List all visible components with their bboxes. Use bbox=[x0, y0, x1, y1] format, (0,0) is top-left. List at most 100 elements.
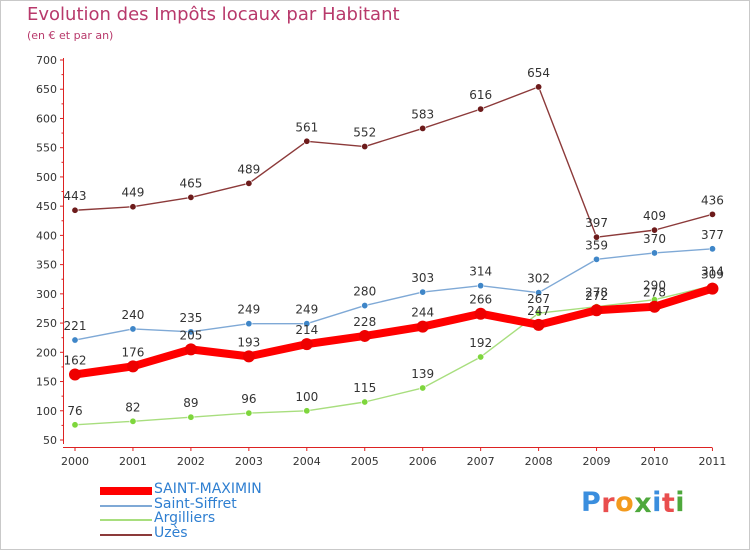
data-point bbox=[708, 245, 716, 253]
series-line bbox=[71, 284, 717, 379]
chart-subtitle: (en € et par an) bbox=[27, 29, 114, 42]
data-point bbox=[419, 288, 427, 296]
data-point bbox=[593, 255, 601, 263]
data-point bbox=[71, 336, 79, 344]
data-label: 552 bbox=[353, 126, 376, 140]
legend-label: Argilliers bbox=[154, 510, 216, 526]
data-point bbox=[71, 206, 79, 214]
series-line bbox=[74, 86, 714, 238]
x-tick-label: 2005 bbox=[351, 455, 379, 468]
x-tick-label: 2009 bbox=[583, 455, 611, 468]
series-line bbox=[74, 284, 714, 426]
data-label: 205 bbox=[179, 328, 202, 342]
chart-title: Evolution des Impôts locaux par Habitant bbox=[27, 4, 400, 25]
y-tick-label: 400 bbox=[36, 229, 57, 242]
data-point bbox=[300, 338, 313, 351]
data-point bbox=[187, 193, 195, 201]
legend-item: Argilliers bbox=[100, 510, 360, 528]
data-label: 115 bbox=[353, 381, 376, 395]
data-label: 249 bbox=[237, 303, 260, 317]
data-point bbox=[187, 328, 195, 336]
data-point bbox=[706, 282, 719, 295]
proxiti-logo: Proxiti bbox=[581, 487, 686, 519]
data-point bbox=[187, 413, 195, 421]
data-label: 221 bbox=[64, 319, 87, 333]
data-label: 139 bbox=[411, 367, 434, 381]
data-label: 267 bbox=[527, 292, 550, 306]
y-tick-label: 300 bbox=[36, 288, 57, 301]
x-tick-label: 2006 bbox=[409, 455, 437, 468]
data-label: 314 bbox=[469, 265, 492, 279]
chart-axes: 50 100 150 200 250 300 350 400 450 500 550 600 650 70… bbox=[36, 54, 726, 468]
legend-swatch bbox=[100, 504, 152, 507]
data-point bbox=[361, 302, 369, 310]
data-label: 561 bbox=[295, 120, 318, 134]
legend-item: Saint-Siffret bbox=[100, 495, 360, 514]
legend-item: SAINT-MAXIMIN bbox=[100, 481, 360, 499]
data-point bbox=[535, 309, 543, 317]
data-label: 278 bbox=[643, 286, 666, 300]
data-label: 244 bbox=[411, 306, 434, 320]
data-label: 193 bbox=[237, 335, 260, 349]
y-tick-label: 700 bbox=[36, 54, 57, 67]
data-point bbox=[129, 417, 137, 425]
y-tick-label: 650 bbox=[36, 83, 57, 96]
legend-swatch bbox=[100, 533, 152, 536]
data-label: 214 bbox=[295, 323, 318, 337]
data-point bbox=[419, 124, 427, 132]
data-point bbox=[650, 249, 658, 257]
data-label: 370 bbox=[643, 232, 666, 246]
legend-label: SAINT-MAXIMIN bbox=[154, 481, 262, 497]
data-label: 96 bbox=[241, 392, 256, 406]
y-tick-label: 250 bbox=[36, 317, 57, 330]
data-point bbox=[477, 353, 485, 361]
y-tick-label: 150 bbox=[36, 376, 57, 389]
data-point bbox=[590, 304, 603, 317]
y-tick-label: 100 bbox=[36, 405, 57, 418]
data-label: 377 bbox=[701, 228, 724, 242]
data-label: 76 bbox=[67, 404, 82, 418]
data-label: 359 bbox=[585, 238, 608, 252]
data-point bbox=[303, 407, 311, 415]
legend-item: Uzès bbox=[100, 524, 360, 543]
legend-label: Uzès bbox=[154, 524, 188, 541]
data-point bbox=[535, 83, 543, 91]
data-label: 100 bbox=[295, 390, 318, 404]
series-layer bbox=[69, 83, 719, 429]
y-tick-label: 500 bbox=[36, 171, 57, 184]
x-tick-label: 2010 bbox=[641, 455, 669, 468]
data-point bbox=[245, 320, 253, 328]
data-point bbox=[303, 320, 311, 328]
x-tick-label: 2007 bbox=[467, 455, 495, 468]
data-point bbox=[593, 233, 601, 241]
data-label: 176 bbox=[121, 345, 144, 359]
data-point bbox=[303, 137, 311, 145]
y-tick-label: 600 bbox=[36, 112, 57, 125]
data-label: 397 bbox=[585, 216, 608, 230]
x-tick-label: 2008 bbox=[525, 455, 553, 468]
data-point bbox=[242, 350, 255, 363]
data-point bbox=[477, 105, 485, 113]
data-point bbox=[245, 409, 253, 417]
data-label: 290 bbox=[643, 279, 666, 293]
data-point bbox=[71, 421, 79, 429]
data-label: 89 bbox=[183, 396, 198, 410]
data-label: 654 bbox=[527, 66, 550, 80]
data-label: 302 bbox=[527, 272, 550, 286]
data-label: 309 bbox=[701, 268, 724, 282]
x-tick-label: 2003 bbox=[235, 455, 263, 468]
line-chart: 50 100 150 200 250 300 350 400 450 500 550 600 650 70… bbox=[36, 54, 726, 468]
data-label: 314 bbox=[701, 265, 724, 279]
data-label: 266 bbox=[469, 293, 492, 307]
data-label: 436 bbox=[701, 193, 724, 207]
data-point bbox=[126, 360, 139, 373]
data-point bbox=[129, 203, 137, 211]
data-point bbox=[648, 300, 661, 313]
data-label: 162 bbox=[64, 354, 87, 368]
data-point bbox=[650, 226, 658, 234]
data-label: 489 bbox=[237, 162, 260, 176]
data-point bbox=[245, 179, 253, 187]
legend-label: Saint-Siffret bbox=[154, 495, 237, 512]
x-tick-label: 2002 bbox=[177, 455, 205, 468]
